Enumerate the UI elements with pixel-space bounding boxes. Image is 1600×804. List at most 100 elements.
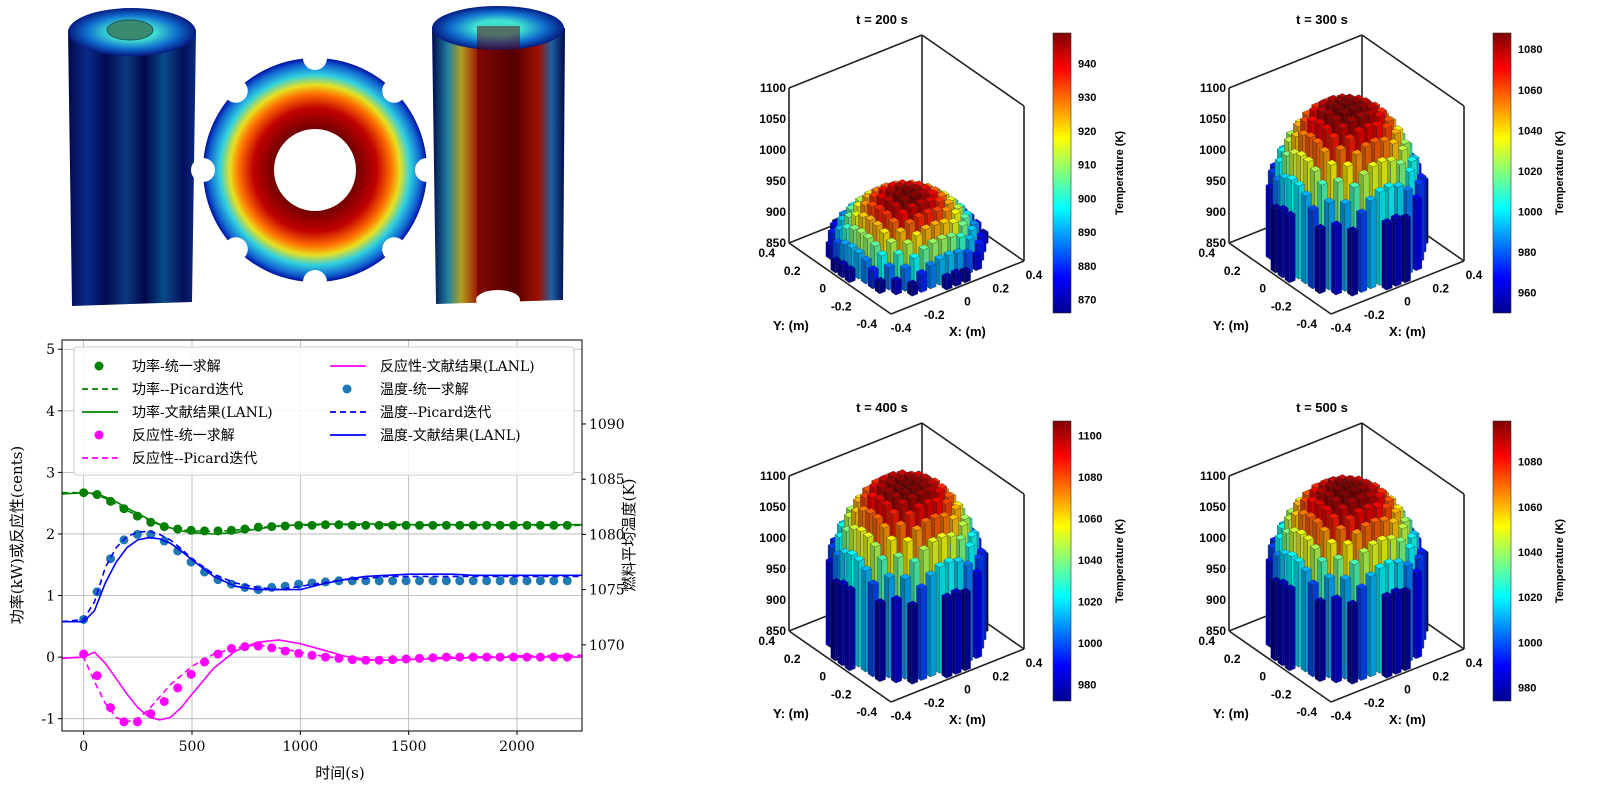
bar-top	[925, 570, 937, 577]
bar-top	[1307, 115, 1319, 122]
legend-item: 反应性-文献结果(LANL)	[330, 358, 535, 375]
colorbar-tick-label: 940	[1078, 58, 1096, 70]
colorbar-tick-label: 1080	[1518, 457, 1542, 469]
data-point	[441, 576, 451, 586]
y-tick-label: -0.2	[1271, 687, 1292, 701]
bar-top	[924, 485, 936, 492]
axis-line	[1330, 648, 1465, 703]
x-axis-label: 时间(s)	[315, 764, 364, 782]
bar-face	[1300, 192, 1306, 285]
bar-face	[1289, 213, 1296, 284]
z-tick-label: 950	[766, 174, 786, 188]
bar-top	[885, 237, 898, 244]
bar-top	[950, 588, 962, 594]
legend-label: 功率-统一求解	[132, 358, 221, 375]
bar-top	[874, 494, 886, 501]
bar-top	[1323, 573, 1336, 580]
x-tick-label: 0	[1404, 295, 1411, 309]
bar-top	[1355, 111, 1367, 118]
bar-top	[860, 565, 872, 572]
temperature-bar	[1381, 218, 1393, 291]
z-tick-label: 950	[766, 562, 786, 576]
bar-top	[878, 475, 890, 482]
bar-top	[887, 470, 899, 477]
colorbar-tick-label: 890	[1078, 227, 1096, 239]
colorbar-tick-label: 1060	[1078, 513, 1102, 525]
bar-face	[930, 573, 937, 678]
bar-top	[869, 240, 881, 247]
data-point	[401, 576, 411, 586]
data-point	[92, 671, 102, 681]
bar-top	[1330, 220, 1343, 227]
bar-top	[894, 182, 906, 189]
temperature-bar	[1330, 594, 1343, 684]
bar-top	[1351, 149, 1363, 156]
x-tick-label: 0.4	[1026, 656, 1043, 670]
temperature-bar	[941, 272, 953, 291]
bar-top	[1362, 122, 1374, 129]
legend-label: 温度-文献结果(LANL)	[380, 428, 521, 444]
y-tick-label: 1	[46, 589, 55, 605]
temperature-bar	[1399, 586, 1411, 672]
bar-top	[1316, 179, 1329, 186]
bar-top	[894, 474, 906, 481]
bar-top	[1325, 538, 1338, 545]
x-axis-label: X: (m)	[949, 712, 986, 727]
fuel-rod-exterior-render	[68, 8, 196, 306]
x-tick-label: 1500	[391, 739, 427, 755]
z-tick-label: 850	[766, 236, 786, 250]
bar-top	[1350, 96, 1362, 103]
bar-face	[1319, 600, 1326, 683]
bar-top	[1314, 499, 1326, 506]
axis-line	[1361, 422, 1465, 495]
bar-top	[1323, 490, 1335, 497]
colorbar-tick-label: 1000	[1518, 207, 1542, 219]
bar-top	[1385, 534, 1397, 541]
bar-face	[1360, 586, 1368, 681]
x-axis-label: X: (m)	[1389, 324, 1426, 339]
y2-tick-label: 1090	[589, 417, 625, 433]
bar-face	[1307, 207, 1313, 290]
data-point	[388, 520, 398, 530]
bar-top	[909, 252, 921, 259]
temperature-bar	[1356, 583, 1368, 681]
colorbar-tick-label: 1060	[1518, 502, 1542, 514]
bar-top	[926, 478, 938, 485]
legend-marker	[342, 384, 352, 394]
y-axis-label: Y: (m)	[773, 318, 809, 333]
legend-label: 功率--Picard迭代	[132, 381, 243, 398]
bar-top	[1356, 583, 1368, 590]
bar-top	[1344, 514, 1356, 521]
bar-top	[1351, 528, 1363, 535]
colorbar-tick-label: 1100	[1078, 431, 1102, 443]
x-axis-label: X: (m)	[1389, 712, 1426, 727]
bar-top	[1357, 102, 1369, 109]
bar-face	[1415, 196, 1423, 272]
z-tick-label: 1000	[759, 531, 786, 545]
colorbar-tick-label: 1020	[1518, 166, 1542, 178]
x-tick-label: -0.4	[1331, 709, 1352, 723]
x-tick-label: -0.2	[924, 696, 945, 710]
axis-line	[1228, 34, 1363, 89]
bar-top	[1369, 517, 1381, 523]
bar-top	[1293, 180, 1305, 187]
bar-top	[1365, 571, 1377, 578]
x-tick-label: 0	[964, 683, 971, 697]
axis-line	[788, 630, 892, 703]
temperature-bar	[1381, 591, 1393, 679]
x-tick-label: 500	[179, 739, 206, 755]
bar-top	[1399, 586, 1411, 593]
legend-marker	[94, 430, 104, 440]
y-tick-label: 5	[46, 342, 55, 358]
z-tick-label: 1000	[1199, 143, 1226, 157]
bar-top	[867, 579, 879, 586]
bar-face	[1370, 198, 1377, 290]
y-tick-label: -0.4	[1296, 705, 1317, 719]
bar-top	[1358, 169, 1370, 176]
bar-face	[1277, 207, 1283, 279]
legend-item: 反应性-统一求解	[94, 427, 235, 444]
y-tick-label: 0.2	[784, 652, 801, 666]
y-tick-label: 0	[1259, 670, 1266, 684]
z-tick-label: 1100	[1200, 81, 1226, 95]
bar-face	[1270, 205, 1276, 274]
